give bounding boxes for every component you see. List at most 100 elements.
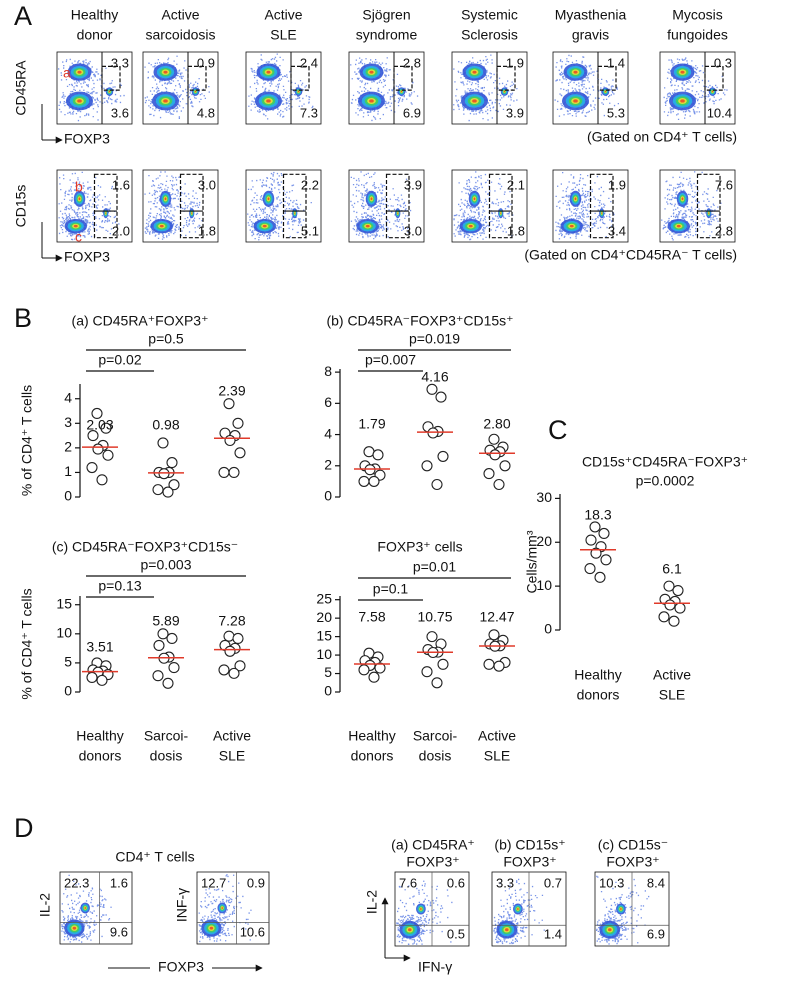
density-contour [221, 907, 224, 909]
column-title: sarcoidosis [145, 27, 215, 43]
y-axis-label: Cells/mm³ [524, 530, 540, 593]
gate-value: 1.9 [506, 55, 524, 70]
gate-box [101, 65, 121, 91]
density-contour [574, 197, 577, 201]
density-contour [266, 70, 271, 74]
quadrant-value: 7.6 [399, 875, 417, 890]
data-point [584, 563, 596, 575]
data-point [86, 461, 98, 474]
gate-box [385, 173, 410, 239]
x-category-label: dosis [419, 748, 452, 764]
density-contour [676, 224, 681, 228]
data-point [228, 466, 240, 478]
data-point [668, 615, 680, 627]
data-point [483, 658, 495, 670]
data-point [224, 645, 236, 657]
event-dots [453, 171, 514, 241]
y-tick-label: 0 [64, 683, 72, 699]
chart-title: (c) CD45RA⁻FOXP3⁺CD15s⁻ [52, 539, 238, 555]
gate-value: 3.4 [608, 223, 626, 238]
density-contour [73, 224, 78, 228]
data-point [493, 660, 505, 672]
density-contour [505, 928, 509, 932]
axis-label: FOXP3 [64, 131, 110, 147]
gating-note: (Gated on CD4⁺CD45RA⁻ T cells) [524, 247, 737, 263]
x-category-label: SLE [219, 748, 245, 764]
quadrant-value: 10.3 [599, 875, 624, 890]
chart-title: FOXP3⁺ cells [377, 539, 462, 555]
gate-value: 3.9 [506, 105, 524, 120]
data-point [431, 478, 443, 491]
column-title: Systemic [461, 7, 518, 23]
p-value: p=0.13 [98, 578, 141, 594]
density-contour [209, 926, 214, 930]
gate-value: 4.8 [197, 105, 215, 120]
data-point [157, 628, 169, 640]
plot-border [451, 51, 528, 125]
y-tick-label: 5 [64, 654, 72, 670]
density-contour [680, 70, 685, 74]
y-tick-label: 2 [324, 456, 332, 472]
gate-box [282, 173, 307, 239]
quadrant-value: 22.3 [64, 875, 89, 890]
y-axis-label: % of CD4⁺ T cells [19, 385, 35, 496]
x-category-label: SLE [659, 687, 685, 703]
quadrant-value: 0.9 [247, 875, 265, 890]
median-label: 7.58 [358, 609, 385, 625]
plot-border [348, 51, 425, 125]
gate-box [696, 173, 721, 239]
density-contour [472, 99, 477, 103]
data-point [166, 457, 178, 469]
column-title: gravis [572, 27, 609, 43]
column-title: syndrome [356, 27, 418, 43]
x-category-label: Sarcoi- [144, 728, 189, 744]
gate-box [589, 173, 614, 239]
chart-title: CD15s⁺CD45RA⁻FOXP3⁺ [582, 454, 748, 470]
gating-note: (Gated on CD4⁺ T cells) [587, 129, 737, 145]
y-tick-label: 6 [324, 394, 332, 410]
gate-value: 1.8 [507, 223, 525, 238]
y-tick-label: 25 [316, 590, 332, 606]
axis-label: IL-2 [37, 893, 53, 917]
p-value: p=0.01 [413, 559, 456, 575]
x-category-label: Healthy [574, 667, 621, 683]
y-tick-label: 3 [64, 414, 72, 430]
density-contour [77, 70, 82, 74]
density-contour [194, 90, 197, 93]
event-dots [493, 878, 545, 945]
plot-border [245, 51, 322, 125]
gate-label: b [75, 179, 83, 195]
gate-value: 2.0 [112, 223, 130, 238]
p-value: p=0.003 [141, 557, 192, 573]
median-label: 4.16 [421, 369, 448, 385]
density-contour [711, 90, 714, 93]
data-point [499, 460, 511, 472]
y-tick-label: 15 [316, 627, 332, 643]
x-category-label: Healthy [348, 728, 395, 744]
density-contour [77, 99, 82, 103]
y-tick-label: 0 [324, 683, 332, 699]
x-category-label: Sarcoi- [413, 728, 458, 744]
quadrant-value: 12.7 [201, 875, 226, 890]
plot-title: (c) CD15s⁻ [598, 837, 668, 853]
density-contour [680, 99, 685, 103]
data-point [157, 437, 169, 449]
data-point [600, 554, 612, 566]
y-tick-label: 4 [324, 425, 332, 441]
data-point [674, 602, 686, 614]
plot-title: (b) CD15s⁺ [494, 837, 565, 853]
quadrant-value: 6.9 [647, 926, 665, 941]
column-title: Healthy [71, 7, 118, 23]
data-point [96, 474, 108, 486]
data-point [232, 632, 244, 645]
gate-value: 1.8 [198, 223, 216, 238]
event-dots [555, 172, 615, 240]
data-point [488, 629, 500, 641]
density-contour [297, 90, 300, 93]
data-point [421, 666, 433, 678]
y-tick-label: 4 [64, 389, 72, 405]
axis-label: CD15s [13, 185, 29, 228]
data-point [590, 547, 602, 559]
gate-box [93, 173, 118, 239]
data-point [166, 632, 178, 645]
